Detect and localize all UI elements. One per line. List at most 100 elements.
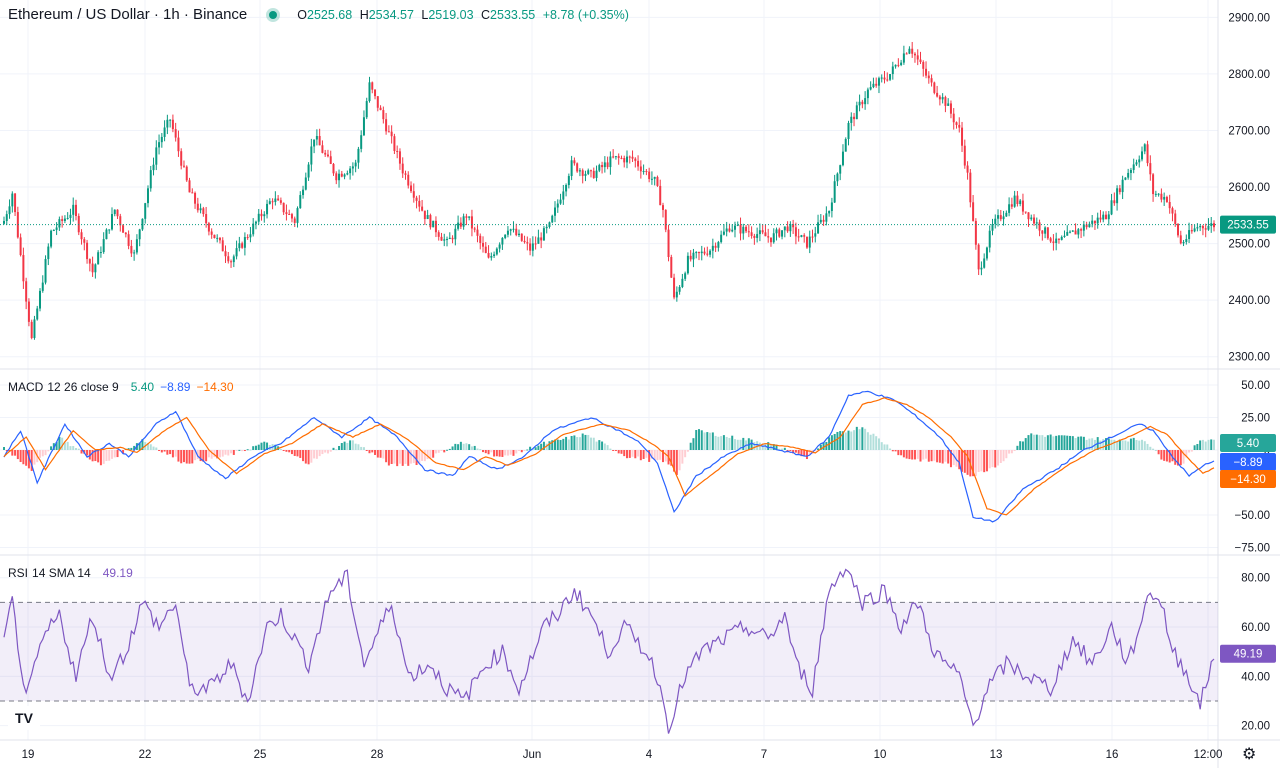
candle-body (1163, 196, 1166, 200)
candle-body (523, 240, 526, 243)
macd-value-badge: 5.40 (1237, 438, 1259, 450)
macd-hist-bar (949, 450, 952, 468)
macd-hist-bar (808, 450, 811, 455)
candle-body (703, 251, 706, 254)
macd-hist-bar (955, 450, 958, 467)
macd-hist-bar (221, 450, 224, 457)
macd-hist-bar (1019, 441, 1022, 450)
candle-body (25, 281, 28, 302)
candle-body (1080, 229, 1083, 231)
candle-body (202, 208, 205, 215)
macd-hist-bar (1141, 439, 1144, 450)
macd-legend[interactable]: MACD 12 26 close 9 5.40 −8.89 −14.30 (8, 380, 234, 394)
macd-hist-bar (27, 450, 30, 469)
macd-hist-bar (913, 450, 916, 460)
candle-body (385, 119, 388, 132)
candle-body (290, 214, 293, 219)
macd-hist-bar (612, 450, 615, 451)
candle-body (1199, 226, 1202, 228)
rsi-legend[interactable]: RSI 14 SMA 14 49.19 (8, 566, 133, 580)
macd-hist-bar (902, 450, 905, 458)
candle-body (69, 214, 72, 218)
candle-body (1121, 179, 1124, 193)
candle-body (19, 237, 22, 256)
macd-hist-bar (656, 450, 659, 461)
macd-hist-bar (232, 450, 235, 455)
symbol-title[interactable]: Ethereum / US Dollar · 1h · Binance (8, 6, 248, 23)
candle-body (850, 116, 853, 123)
candle-body (246, 237, 249, 239)
axis-badges: 2533.55 5.40 −8.89 −14.30 49.19 (1220, 215, 1276, 663)
macd-hist-bar (958, 450, 961, 470)
rsi-tick-label: 20.00 (1241, 721, 1270, 733)
macd-hist-bar (401, 450, 404, 466)
candle-body (828, 211, 831, 214)
candle-body (1201, 226, 1204, 229)
candle-body (260, 213, 263, 217)
candle-body (808, 236, 811, 248)
candle-body (520, 233, 523, 241)
time-tick-label: Jun (523, 749, 542, 761)
tradingview-logo-icon[interactable]: TV (8, 706, 40, 730)
rsi-band (0, 601, 1218, 702)
candle-body (625, 156, 628, 163)
macd-hist-bar (1085, 439, 1088, 450)
macd-hist-bar (94, 450, 97, 462)
candle-body (542, 228, 545, 241)
macd-hist-bar (99, 450, 102, 466)
price-tick-label: 2300.00 (1228, 352, 1270, 364)
macd-hist-bar (911, 450, 914, 460)
gear-icon[interactable]: ⚙ (1242, 746, 1257, 763)
candle-body (252, 223, 255, 235)
candle-body (407, 174, 410, 186)
macd-hist-bar (711, 432, 714, 450)
candle-body (565, 184, 568, 192)
macd-hist-bar (803, 450, 806, 457)
last-price-badge: 2533.55 (1227, 220, 1269, 232)
candle-body (1113, 200, 1116, 204)
macd-hist-bar (1005, 450, 1008, 459)
candle-body (614, 156, 617, 158)
macd-hist-bar (889, 448, 892, 450)
macd-hist-bar (534, 447, 537, 450)
macd-hist-bar (877, 438, 880, 450)
candle-body (518, 233, 521, 236)
candle-body (504, 234, 507, 238)
macd-hist-bar (1168, 450, 1171, 463)
macd-hist-bar (1021, 441, 1024, 450)
candle-body (288, 214, 291, 216)
macd-hist-bar (775, 444, 778, 450)
candle-body (274, 198, 277, 202)
macd-hist-bar (601, 441, 604, 450)
candle-body (736, 224, 739, 226)
macd-hist-bar (97, 450, 100, 463)
macd-hist-bar (326, 450, 329, 454)
candle-body (122, 225, 125, 233)
candle-body (415, 197, 418, 201)
candle-body (22, 255, 25, 282)
macd-hist-bar (396, 450, 399, 467)
macd-hist-bar (1013, 450, 1016, 451)
grid-lines (0, 0, 1218, 740)
candle-body (205, 214, 208, 224)
candle-body (1129, 169, 1132, 173)
macd-hist-bar (329, 450, 332, 452)
candle-body (235, 248, 238, 257)
macd-hist-bar (717, 436, 720, 450)
candle-body (44, 259, 47, 283)
macd-hist-bar (927, 450, 930, 462)
candle-body (1030, 217, 1033, 220)
macd-hist-bar (338, 445, 341, 450)
macd-hist-bar (207, 450, 210, 458)
symbol-legend[interactable]: Ethereum / US Dollar · 1h · Binance O252… (8, 6, 629, 23)
price-tick-label: 2900.00 (1228, 12, 1270, 24)
candle-body (257, 213, 260, 222)
candle-body (775, 229, 778, 234)
candle-body (747, 231, 750, 233)
macd-hist-bar (177, 450, 180, 462)
candle-body (869, 87, 872, 90)
macd-hist-bar (800, 450, 803, 457)
candle-body (656, 176, 659, 186)
candle-body (368, 82, 371, 102)
